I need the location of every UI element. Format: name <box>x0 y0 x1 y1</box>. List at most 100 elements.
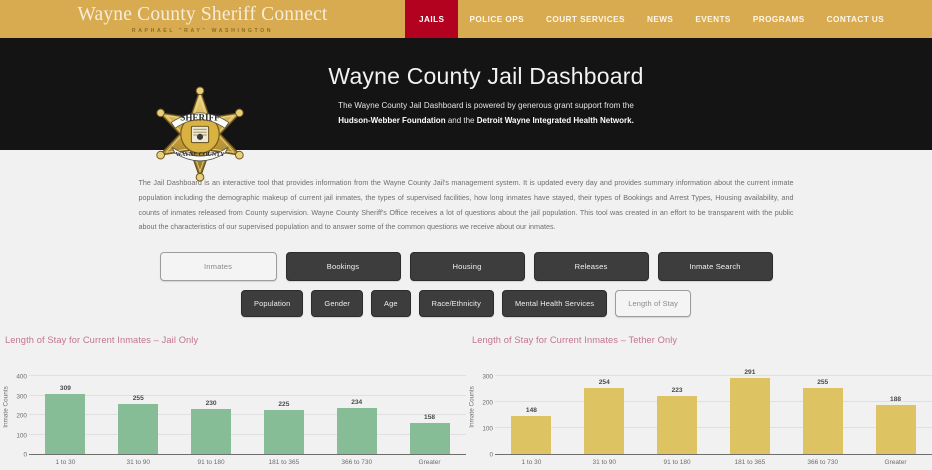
site-brand[interactable]: Wayne County Sheriff Connect RAPHAEL "RA… <box>0 0 405 38</box>
nav-item-programs[interactable]: PROGRAMS <box>752 14 805 24</box>
bar-value-label: 148 <box>525 406 537 414</box>
bar-value-label: 223 <box>671 387 683 395</box>
main-tab-row: Inmates Bookings Housing Releases Inmate Sea… <box>0 252 932 282</box>
funder-dwihn: Detroit Wayne Integrated Health Network. <box>476 116 634 126</box>
hero-subtitle-line1: The Wayne County Jail Dashboard is power… <box>338 101 634 111</box>
gridline <box>29 414 466 416</box>
svg-text:WAYNE COUNTY: WAYNE COUNTY <box>176 152 225 158</box>
bar-value-label: 255 <box>132 395 144 403</box>
subtab-race-ethnicity[interactable]: Race/Ethnicity <box>418 290 494 318</box>
y-tick-label: 0 <box>23 451 27 459</box>
y-axis-label-text: Inmate Counts <box>468 385 475 428</box>
bar[interactable] <box>657 396 698 455</box>
x-tick-label: 31 to 90 <box>592 459 616 467</box>
bar-series: 148 254 223 291 255 188 <box>495 358 932 455</box>
gridline <box>29 394 466 396</box>
y-tick-label: 400 <box>16 373 27 381</box>
subtab-population[interactable]: Population <box>240 290 304 318</box>
bar[interactable] <box>409 423 450 455</box>
nav-item-police-ops[interactable]: POLICE OPS <box>469 14 525 24</box>
intro-paragraph: The Jail Dashboard is an interactive too… <box>138 178 794 232</box>
tab-inmates[interactable]: Inmates <box>159 252 277 282</box>
chart-title: Length of Stay for Current Inmates – Jai… <box>5 335 199 346</box>
y-axis-label: Inmate Counts <box>0 358 11 455</box>
nav-item-jails[interactable]: JAILS <box>405 0 459 38</box>
charts-container: Length of Stay for Current Inmates – Jai… <box>0 335 932 466</box>
bar[interactable] <box>511 415 552 455</box>
bar-value-label: 188 <box>890 396 902 404</box>
sub-tab-row: Population Gender Age Race/Ethnicity Mental … <box>0 290 932 318</box>
subtab-gender[interactable]: Gender <box>311 290 363 318</box>
funder-hudson-webber: Hudson-Webber Foundation <box>338 116 446 126</box>
svg-text:SHERIFF: SHERIFF <box>180 113 220 123</box>
plot-area: 148 254 223 291 255 188 <box>495 358 932 456</box>
hero-subtitle-line2: Hudson-Webber Foundation and the Detroit… <box>40 116 932 125</box>
x-tick-label: 91 to 180 <box>663 459 691 467</box>
gridline <box>495 375 932 377</box>
bar-group: 223 <box>641 358 714 455</box>
y-tick-label: 100 <box>482 425 493 433</box>
subtab-length-of-stay[interactable]: Length of Stay <box>615 290 691 318</box>
bar-value-label: 309 <box>59 384 71 392</box>
bar-group: 291 <box>713 358 786 455</box>
chart-card: Inmate Counts 0 100 200 300 400 309 255 230 225 23… <box>0 358 466 466</box>
bar-value-label: 255 <box>817 378 829 386</box>
bar[interactable] <box>875 405 916 455</box>
gridline <box>495 427 932 429</box>
bar-group: 255 <box>102 358 175 455</box>
bar[interactable] <box>191 409 232 455</box>
bar[interactable] <box>584 388 625 455</box>
nav-item-events[interactable]: EVENTS <box>695 14 731 24</box>
funder-conjunction: and the <box>445 116 477 126</box>
bar[interactable] <box>263 410 304 455</box>
page-title: Wayne County Jail Dashboard <box>328 62 644 89</box>
x-axis-ticks: 1 to 30 31 to 90 91 to 180 181 to 365 366 to… <box>29 459 466 466</box>
chart-panel-tether-only: Length of Stay for Current Inmates – Tet… <box>466 335 932 466</box>
nav-item-contact-us[interactable]: CONTACT US <box>826 14 885 24</box>
x-tick-label: 1 to 30 <box>55 459 76 467</box>
gridline <box>29 433 466 435</box>
chart-card: Inmate Counts 0 100 200 300 148 254 223 291 255 18… <box>466 358 932 466</box>
bar[interactable] <box>802 387 843 455</box>
bar-group: 230 <box>175 358 248 455</box>
tab-releases[interactable]: Releases <box>533 252 649 282</box>
bar-group: 225 <box>247 358 320 455</box>
tab-housing[interactable]: Housing <box>409 252 525 282</box>
bar[interactable] <box>336 408 377 455</box>
bar[interactable] <box>729 378 770 455</box>
plot-area: 309 255 230 225 234 158 <box>29 358 466 456</box>
x-tick-label: 181 to 365 <box>268 459 300 467</box>
bar[interactable] <box>45 393 86 455</box>
x-tick-label: Greater <box>418 459 441 467</box>
bar-group: 188 <box>859 358 932 455</box>
x-tick-label: 366 to 730 <box>807 459 839 467</box>
gridline <box>29 375 466 377</box>
y-axis-ticks: 0 100 200 300 400 <box>11 358 29 459</box>
y-tick-label: 100 <box>16 432 27 440</box>
tab-bookings[interactable]: Bookings <box>285 252 401 282</box>
brand-subtitle: RAPHAEL "RAY" WASHINGTON <box>131 27 274 34</box>
main-navigation: JAILS POLICE OPS COURT SERVICES NEWS EVENTS P… <box>405 0 932 38</box>
bar-group: 309 <box>29 358 102 455</box>
bar-value-label: 234 <box>351 399 363 407</box>
subtab-mental-health-services[interactable]: Mental Health Services <box>501 290 608 318</box>
bar-group: 148 <box>495 358 568 455</box>
bar[interactable] <box>118 404 159 455</box>
x-tick-label: 181 to 365 <box>734 459 766 467</box>
bar-value-label: 254 <box>598 379 610 387</box>
bar-value-label: 225 <box>278 401 290 409</box>
tab-inmate-search[interactable]: Inmate Search <box>657 252 773 282</box>
brand-title: Wayne County Sheriff Connect <box>77 4 328 26</box>
x-tick-label: 31 to 90 <box>126 459 150 467</box>
y-tick-label: 300 <box>16 393 27 401</box>
y-tick-label: 200 <box>482 399 493 407</box>
y-tick-label: 0 <box>489 451 493 459</box>
y-axis-ticks: 0 100 200 300 <box>477 358 495 459</box>
nav-item-court-services[interactable]: COURT SERVICES <box>546 14 625 24</box>
nav-item-news[interactable]: NEWS <box>646 14 674 24</box>
subtab-age[interactable]: Age <box>370 290 411 318</box>
bar-group: 254 <box>568 358 641 455</box>
x-axis-ticks: 1 to 30 31 to 90 91 to 180 181 to 365 366 to… <box>495 459 932 466</box>
gridline <box>495 401 932 403</box>
